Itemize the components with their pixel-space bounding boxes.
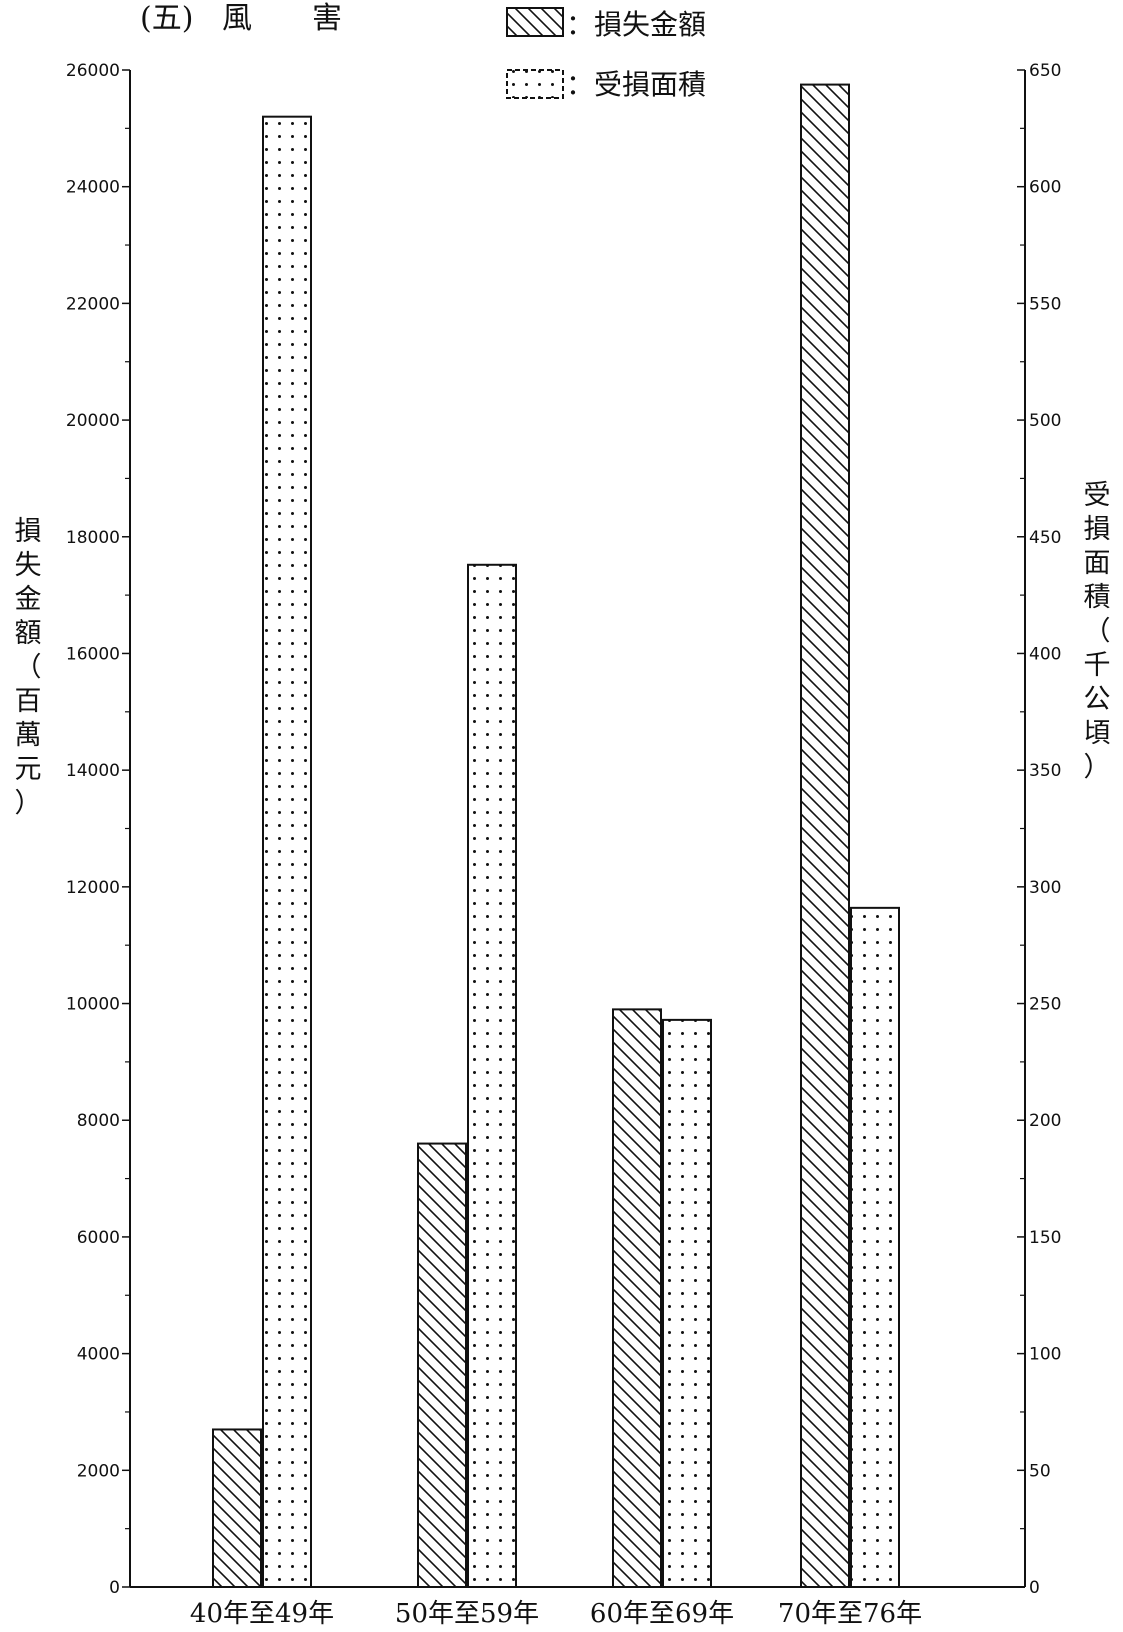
left-tick-label: 24000 — [66, 178, 120, 198]
right-axis-title-char: ） — [1084, 752, 1111, 783]
left-axis-title-char: 額 — [15, 618, 42, 649]
bar-loss-3 — [612, 1008, 662, 1588]
right-tick-label: 150 — [1029, 1228, 1061, 1248]
right-axis-title-char: 千 — [1084, 650, 1111, 681]
left-tick-label: 6000 — [77, 1228, 120, 1248]
right-tick-label: 600 — [1029, 178, 1061, 198]
bar-area-2 — [467, 563, 517, 1588]
left-tick-label: 22000 — [66, 294, 120, 314]
left-tick-label: 10000 — [66, 995, 120, 1015]
category-label: 70年至76年 — [778, 1599, 922, 1629]
left-tick-label: 14000 — [66, 761, 120, 781]
right-tick-label: 450 — [1029, 528, 1061, 548]
bar-loss-4 — [800, 83, 850, 1588]
left-tick-label: 18000 — [66, 528, 120, 548]
left-tick-label: 8000 — [77, 1111, 120, 1131]
right-axis-title-char: 公 — [1084, 684, 1111, 715]
left-axis-title-char: 百 — [15, 686, 42, 717]
left-tick-label: 20000 — [66, 411, 120, 431]
left-axis-title-char: （ — [15, 652, 42, 683]
right-tick-label: 500 — [1029, 411, 1061, 431]
category-label: 60年至69年 — [590, 1599, 734, 1629]
right-tick-label: 0 — [1029, 1578, 1040, 1598]
left-axis-ticks: 0 2000 4000 6000 8000 10000 12000 14000 16000 180… — [66, 61, 130, 1598]
left-tick-label: 2000 — [77, 1461, 120, 1481]
legend-swatch-dots — [506, 69, 564, 99]
right-tick-label: 200 — [1029, 1111, 1061, 1131]
legend-label-loss: ：損失金額 — [566, 8, 706, 41]
right-tick-label: 350 — [1029, 761, 1061, 781]
legend-swatch-hatch — [506, 7, 564, 37]
right-axis-title: 受損面積（千公頃） — [1084, 480, 1111, 783]
chart-title-marker: (五) — [140, 1, 193, 36]
legend-label-area: ：受損面積 — [566, 68, 706, 101]
bars — [212, 83, 900, 1589]
bar-loss-1 — [212, 1428, 262, 1588]
right-tick-label: 300 — [1029, 878, 1061, 898]
bar-area-1 — [262, 115, 312, 1589]
right-axis-title-char: 積 — [1084, 582, 1111, 613]
right-axis-title-char: 受 — [1084, 480, 1111, 511]
right-axis-title-char: 損 — [1084, 514, 1111, 545]
right-tick-label: 50 — [1029, 1461, 1051, 1481]
category-label: 40年至49年 — [190, 1599, 334, 1629]
bar-area-3 — [662, 1018, 712, 1588]
right-axis-title-char: （ — [1084, 616, 1111, 647]
right-axis-title-char: 面 — [1084, 548, 1111, 579]
left-tick-label: 12000 — [66, 878, 120, 898]
right-axis-ticks: 0 50 100 150 200 250 300 350 400 450 500 550 600 650 — [1017, 61, 1061, 1598]
right-tick-label: 400 — [1029, 644, 1061, 664]
left-tick-label: 4000 — [77, 1345, 120, 1365]
chart-title: 風 害 — [222, 1, 342, 36]
left-tick-label: 0 — [109, 1578, 120, 1598]
left-axis-title-char: ） — [15, 788, 42, 819]
category-labels: 40年至49年 50年至59年 60年至69年 70年至76年 — [190, 1599, 922, 1629]
left-axis-title: 損失金額（百萬元） — [15, 516, 42, 819]
left-axis-title-char: 元 — [15, 754, 42, 785]
right-tick-label: 250 — [1029, 995, 1061, 1015]
bar-area-4 — [850, 906, 900, 1588]
legend: ：損失金額 ：受損面積 — [506, 7, 706, 101]
category-label: 50年至59年 — [395, 1599, 539, 1629]
right-tick-label: 550 — [1029, 294, 1061, 314]
left-axis-title-char: 萬 — [15, 720, 42, 751]
bar-loss-2 — [417, 1142, 467, 1588]
right-tick-label: 650 — [1029, 61, 1061, 81]
left-tick-label: 16000 — [66, 644, 120, 664]
left-axis-title-char: 金 — [15, 584, 42, 615]
right-tick-label: 100 — [1029, 1345, 1061, 1365]
left-tick-label: 26000 — [66, 61, 120, 81]
left-axis-title-char: 失 — [15, 550, 42, 581]
right-axis-title-char: 頃 — [1084, 718, 1111, 749]
left-axis-title-char: 損 — [15, 516, 42, 547]
